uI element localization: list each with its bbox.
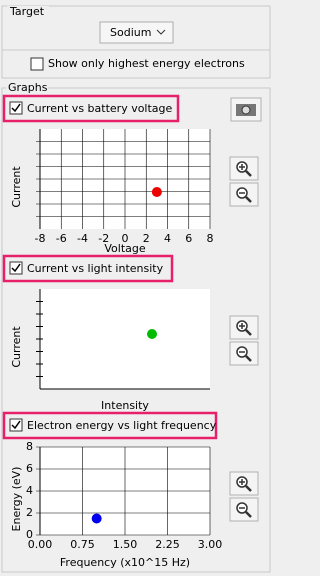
plot-area [40,289,210,389]
x-tick-label: 6 [185,232,192,245]
x-axis-label: Voltage [104,242,145,255]
checkmark [11,103,21,113]
graph-title: Current vs light intensity [27,262,164,275]
graph-toggle-highlight [2,411,218,440]
x-tick-label: 8 [207,232,214,245]
option-group [1,49,271,79]
y-tick-label: 6 [26,462,33,475]
x-tick-label: -4 [77,232,88,245]
x-tick-label: 0.00 [28,538,53,551]
magnifier-handle [245,355,252,362]
y-tick-label: 2 [26,506,33,519]
dropdown-arrow [156,29,166,35]
magnifier-handle [245,196,252,203]
x-tick-label: 3.00 [198,538,223,551]
graph-checkbox[interactable] [9,418,23,432]
graph-toggle-highlight [2,254,174,283]
y-axis-label: Energy (eV) [10,467,23,532]
graph-title: Current vs battery voltage [27,102,173,115]
x-tick-label: 4 [164,232,171,245]
data-point [151,187,162,197]
y-tick-label: 8 [26,440,33,453]
magnifier-handle [245,329,252,336]
x-axis-label: Intensity [101,399,149,412]
graph-checkbox[interactable] [9,261,23,275]
highest-checkbox[interactable] [30,57,44,71]
label-bg [6,83,48,93]
graphs-label: Graphs [8,81,48,94]
camera-lens [241,105,251,115]
checkmark [11,420,21,430]
x-axis-label: Frequency (x10^15 Hz) [60,556,190,569]
label-bg [7,6,49,16]
y-axis-label: Current [10,166,23,208]
x-tick-label: -6 [56,232,67,245]
magnifier-handle [245,511,252,518]
x-tick-label: -8 [35,232,46,245]
magnifier-handle [245,485,252,492]
graph-checkbox[interactable] [9,101,23,115]
y-axis-label: Current [10,326,23,368]
x-tick-label: 0 [122,232,129,245]
camera-button[interactable] [230,97,262,122]
y-tick-label: 0 [26,528,33,541]
y-tick-label: 4 [26,484,33,497]
graph-toggle-highlight [2,94,180,123]
x-tick-label: -2 [98,232,109,245]
checkmark [11,263,21,273]
data-point [147,329,157,339]
target-selected: Sodium [110,26,151,39]
x-tick-label: 1.50 [113,538,138,551]
data-point [91,513,102,524]
x-tick-label: 0.75 [70,538,95,551]
graphs-group [1,87,271,573]
graph-title: Electron energy vs light frequency [27,419,217,432]
highest-label: Show only highest energy electrons [48,57,245,70]
magnifier-handle [245,170,252,177]
target-label: Target [9,5,45,18]
x-tick-label: 2 [143,232,150,245]
target-dropdown[interactable] [99,21,174,44]
control-panel: Target Sodium Show only highest energy e… [1,5,271,573]
x-tick-label: 2.25 [155,538,180,551]
